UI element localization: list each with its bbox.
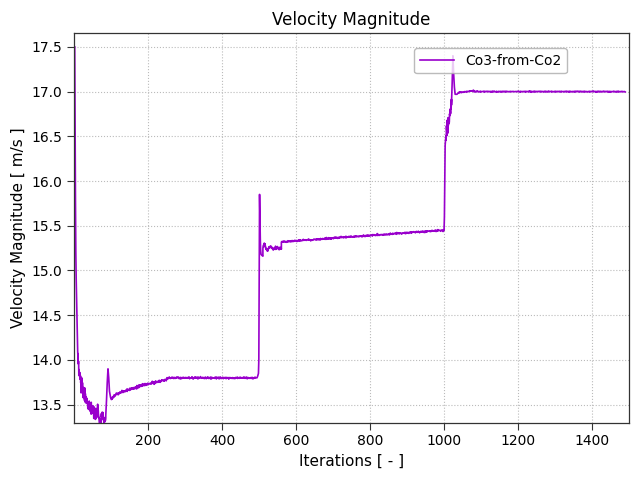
Co3-from-Co2	[548, 89, 556, 95]
Co3-from-Co2	[96, 424, 104, 430]
X-axis label: Iterations [ - ]: Iterations [ - ]	[299, 454, 404, 469]
Co3-from-Co2	[482, 88, 490, 94]
Legend: Co3-from-Co2: Co3-from-Co2	[414, 48, 567, 73]
Co3-from-Co2	[71, 44, 79, 50]
Co3-from-Co2	[250, 375, 258, 381]
Title: Velocity Magnitude: Velocity Magnitude	[273, 11, 431, 29]
Co3-from-Co2	[84, 401, 92, 407]
Y-axis label: Velocity Magnitude [ m/s ]: Velocity Magnitude [ m/s ]	[11, 128, 26, 328]
Line: Co3-from-Co2: Co3-from-Co2	[75, 47, 625, 427]
Co3-from-Co2	[364, 232, 371, 238]
Co3-from-Co2	[621, 89, 629, 95]
Co3-from-Co2	[566, 89, 573, 95]
